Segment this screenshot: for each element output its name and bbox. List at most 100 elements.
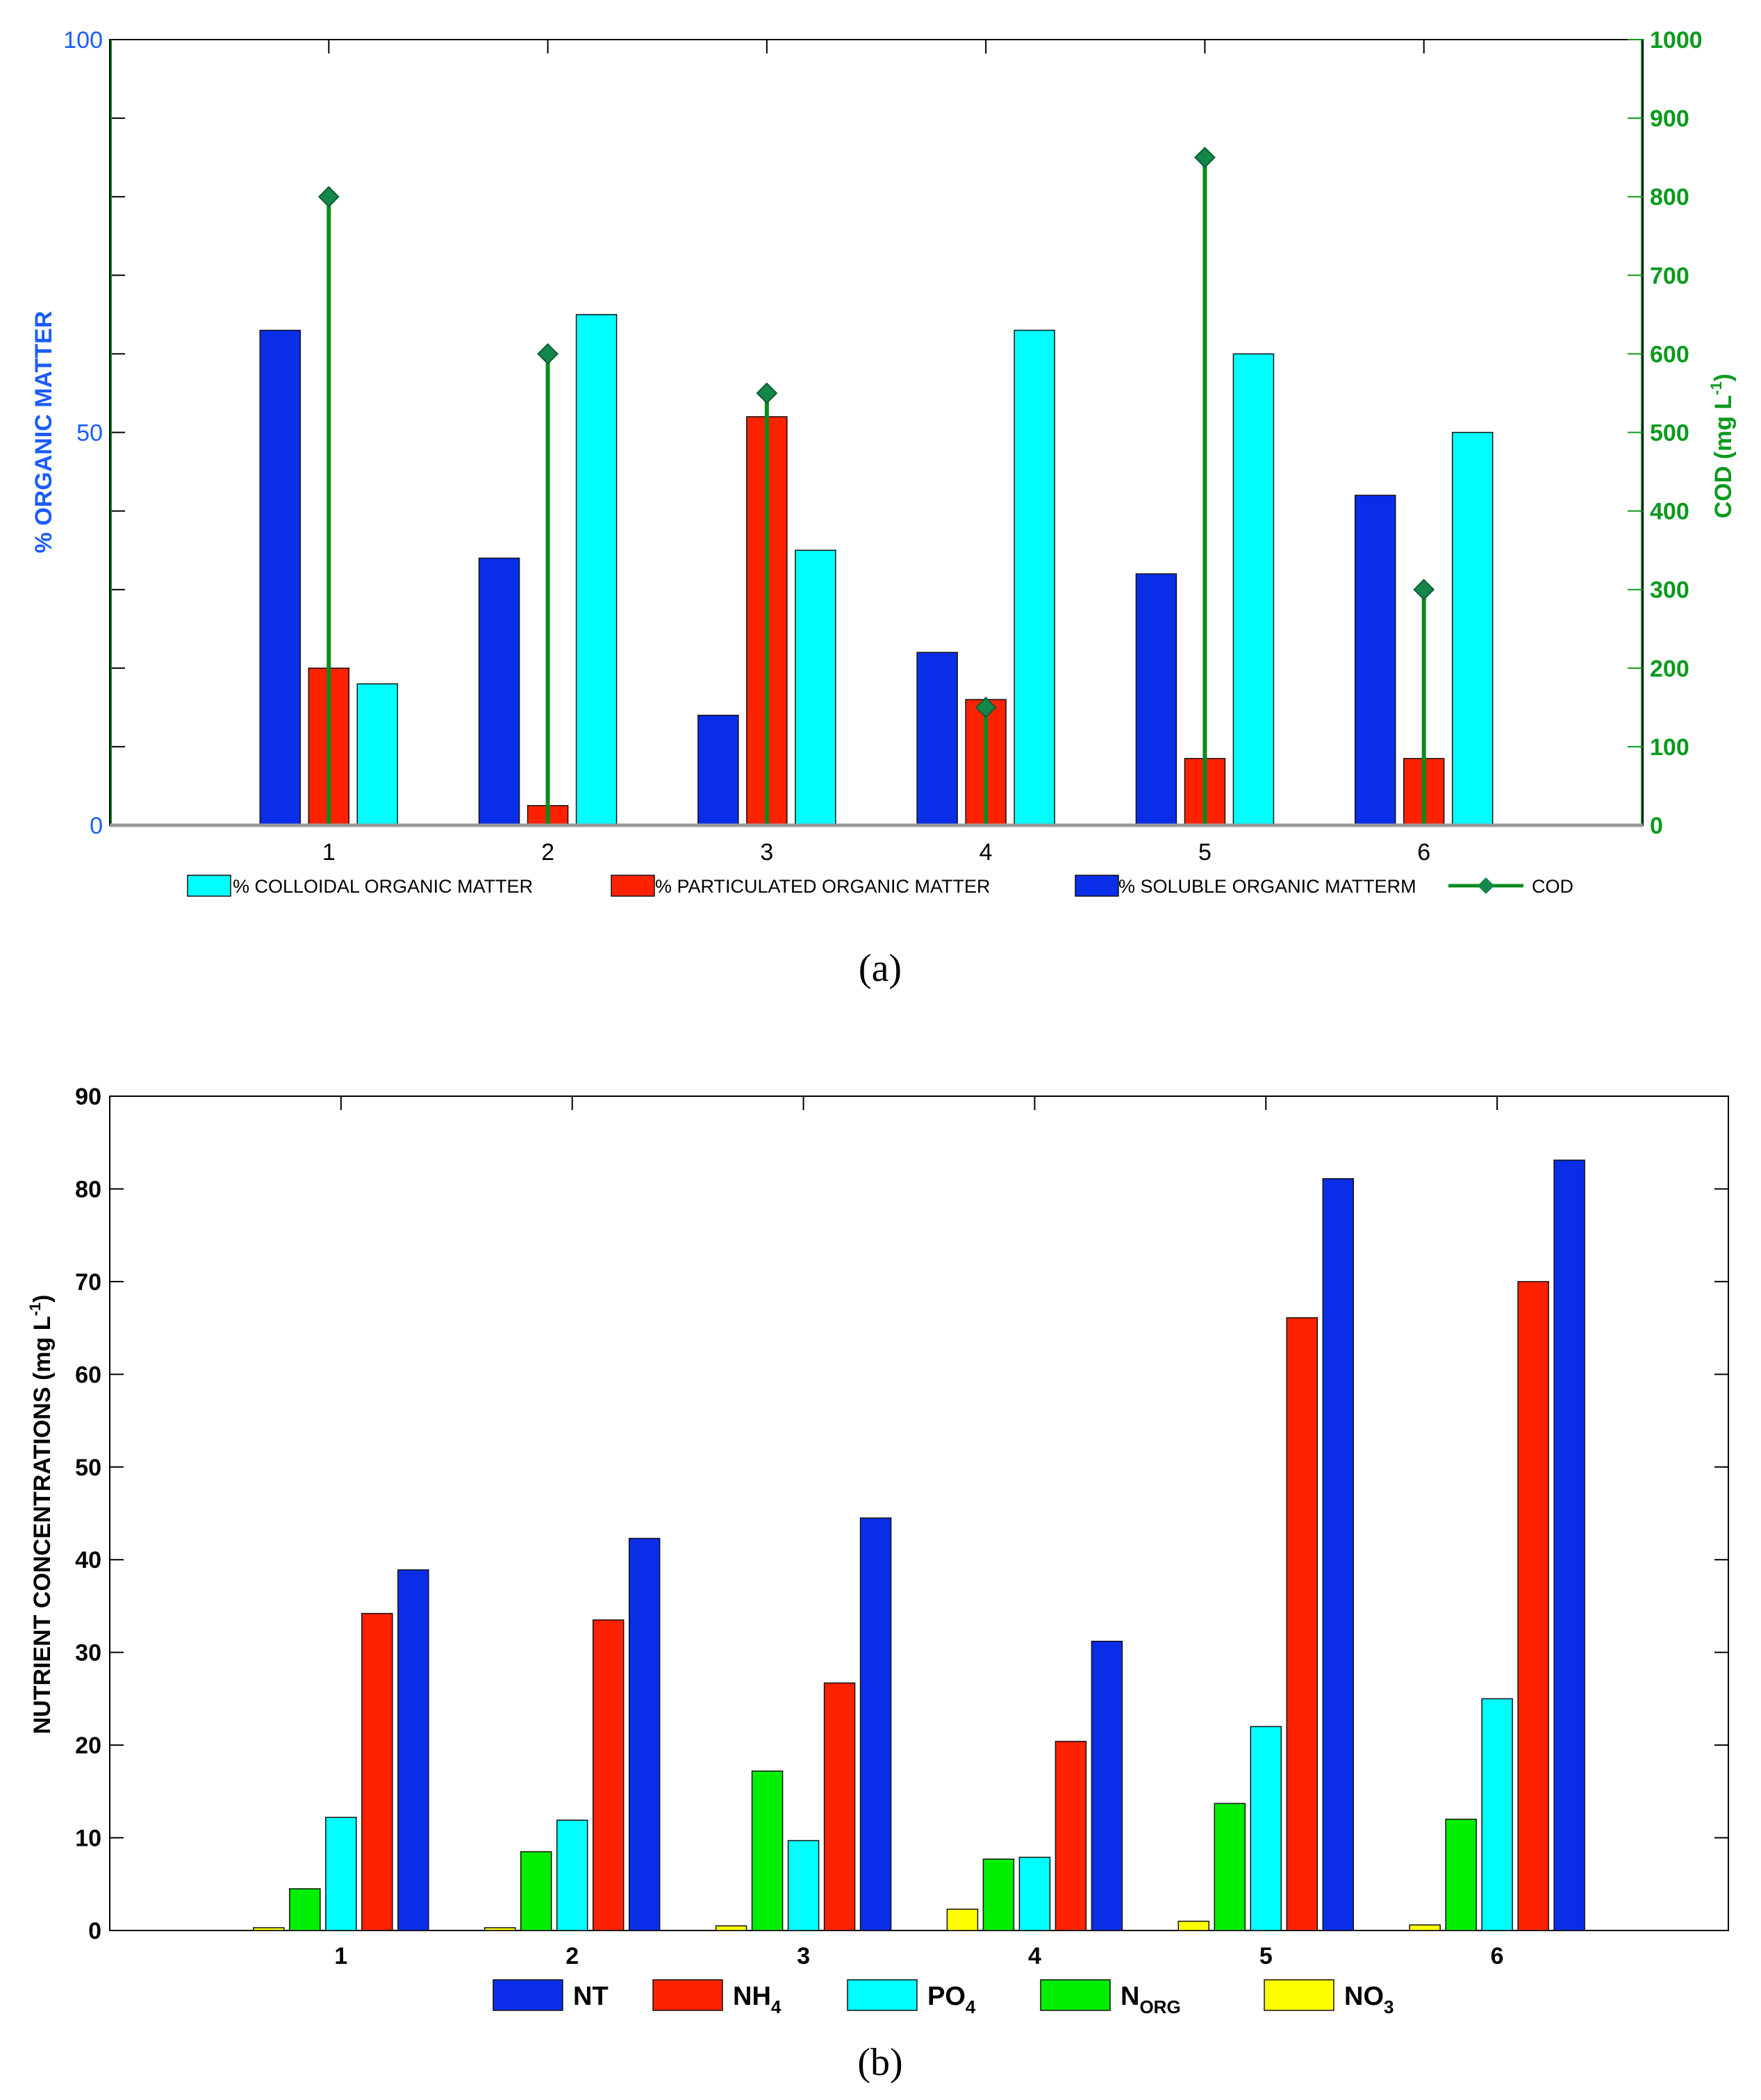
right-tick-label: 200 [1650, 656, 1689, 682]
bar-no3-3 [715, 1925, 747, 1931]
y-tick-label: 70 [75, 1269, 101, 1296]
bar-nt-6 [1553, 1159, 1585, 1931]
right-tick-label: 500 [1650, 420, 1689, 447]
right-tick-label: 800 [1650, 184, 1689, 210]
bar-nt-3 [859, 1517, 892, 1931]
caption-a: (a) [859, 947, 902, 990]
bar-norg-3 [751, 1770, 784, 1931]
legend-swatch-2 [1075, 875, 1119, 897]
legend-label-norg: NORG [1121, 1982, 1181, 2017]
legend-swatch-nt [493, 1979, 563, 2011]
bar-no3-2 [483, 1927, 516, 1931]
right-tick-label: 300 [1650, 577, 1689, 604]
chart-a-right-axis-title: COD (mg L-1) [1708, 374, 1737, 518]
bar-colloidal-6 [1451, 431, 1494, 826]
right-tick-label: 0 [1650, 813, 1663, 839]
legend-label-1: % PARTICULATED ORGANIC MATTER [655, 876, 991, 897]
bar-nh4-3 [823, 1682, 856, 1931]
legend-swatch-nh4 [652, 1979, 723, 2011]
chart-b: 0 10 20 30 40 50 60 70 80 90 1 2 3 4 5 6 NUTRIENT CONC… [26, 1084, 1729, 2084]
x-tick-label: 2 [565, 1943, 579, 1969]
y-tick-label: 50 [75, 1455, 101, 1481]
left-tick-label: 100 [63, 27, 103, 53]
bar-norg-2 [520, 1851, 552, 1931]
legend-label-no3: NO3 [1344, 1982, 1394, 2017]
left-tick-label: 0 [90, 813, 103, 839]
y-tick-label: 40 [75, 1547, 101, 1573]
bar-nt-1 [397, 1569, 429, 1931]
right-tick-label: 600 [1650, 341, 1689, 367]
chart-b-bars [253, 1159, 1585, 1931]
y-tick-label: 30 [75, 1640, 101, 1667]
x-tick-label: 3 [797, 1943, 810, 1969]
bar-nh4-4 [1055, 1741, 1087, 1931]
bar-soluble-6 [1354, 495, 1396, 826]
chart-a-right-axis: 0 100 200 300 400 500 600 700 800 900 1000 [110, 27, 1703, 839]
chart-a-legend: % COLLOIDAL ORGANIC MATTER % PARTICULATED… [187, 875, 1573, 897]
x-tick-label: 4 [979, 839, 993, 866]
bar-po4-3 [787, 1839, 820, 1931]
bar-no3-4 [946, 1908, 979, 1931]
y-tick-label: 80 [75, 1176, 101, 1202]
legend-swatch-no3 [1264, 1979, 1334, 2011]
cod-marker-5 [1194, 147, 1216, 169]
legend-label-0: % COLLOIDAL ORGANIC MATTER [233, 876, 533, 897]
chart-a-left-axis-title: % ORGANIC MATTER [31, 311, 57, 554]
x-tick-label: 5 [1198, 839, 1212, 866]
x-tick-label: 1 [322, 839, 336, 866]
x-tick-label: 6 [1417, 839, 1430, 866]
x-tick-label: 2 [541, 839, 554, 866]
bar-norg-6 [1445, 1819, 1477, 1931]
bar-colloidal-4 [1014, 329, 1055, 826]
bar-nh4-6 [1517, 1281, 1549, 1931]
bar-po4-1 [325, 1817, 357, 1931]
cod-marker-3 [756, 382, 778, 404]
chart-b-legend: NT NH4 PO4 NORG NO3 [493, 1979, 1394, 2017]
x-tick-label: 5 [1259, 1943, 1273, 1969]
bar-soluble-2 [478, 557, 520, 826]
cod-marker-2 [537, 342, 559, 365]
x-tick-label: 6 [1491, 1943, 1504, 1969]
cod-marker-1 [317, 185, 340, 208]
legend-swatch-1 [611, 875, 655, 897]
x-tick-label: 3 [760, 839, 773, 866]
legend-label-po4: PO4 [927, 1982, 976, 2017]
legend-label-nt: NT [573, 1982, 609, 2011]
bar-colloidal-1 [356, 683, 399, 826]
chart-b-y-axis: 0 10 20 30 40 50 60 70 80 90 [75, 1084, 1728, 1944]
y-tick-label: 90 [75, 1084, 101, 1110]
bar-no3-5 [1177, 1920, 1210, 1931]
bar-colloidal-3 [795, 549, 836, 826]
bar-nh4-5 [1286, 1317, 1318, 1931]
legend-marker-cod [1478, 877, 1494, 894]
right-tick-label: 400 [1650, 499, 1689, 525]
bar-nh4-2 [592, 1619, 625, 1931]
bar-norg-1 [289, 1888, 321, 1931]
bar-no3-6 [1409, 1924, 1441, 1931]
legend-swatch-po4 [847, 1979, 918, 2011]
bar-norg-4 [982, 1858, 1015, 1931]
cod-marker-6 [1413, 579, 1435, 601]
bar-no3-1 [253, 1927, 285, 1931]
right-tick-label: 100 [1650, 734, 1689, 761]
bar-soluble-3 [697, 714, 739, 826]
bar-po4-6 [1481, 1698, 1513, 1931]
bar-po4-5 [1250, 1726, 1282, 1931]
x-tick-label: 1 [334, 1943, 347, 1969]
left-tick-label: 50 [76, 420, 103, 447]
chart-b-y-axis-title: NUTRIENT CONCENTRATIONS (mg L-1) [26, 1295, 56, 1735]
bar-colloidal-5 [1232, 353, 1275, 826]
right-tick-label: 1000 [1650, 27, 1703, 53]
bar-nt-4 [1091, 1640, 1123, 1931]
bar-norg-5 [1214, 1803, 1246, 1931]
y-tick-label: 20 [75, 1733, 101, 1759]
y-tick-label: 10 [75, 1826, 101, 1852]
chart-a-left-axis: 0 50 100 [63, 27, 125, 839]
cod-marker-4 [975, 696, 997, 718]
legend-label-nh4: NH4 [733, 1982, 782, 2017]
bar-po4-4 [1018, 1856, 1051, 1931]
bar-soluble-1 [259, 329, 301, 826]
chart-a-cod-series [317, 147, 1435, 825]
y-tick-label: 0 [88, 1918, 101, 1944]
